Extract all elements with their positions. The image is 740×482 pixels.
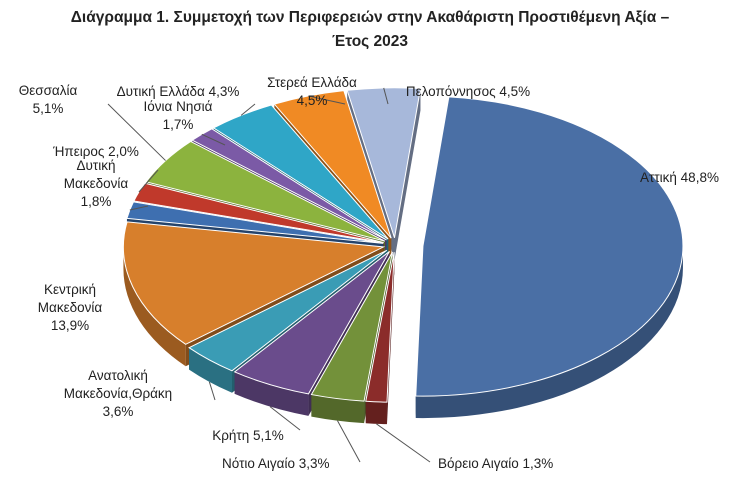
slice-label-6: Δυτική Μακεδονία 1,8% — [64, 158, 129, 209]
slice-label-3: Κρήτη 5,1% — [212, 428, 284, 443]
pie-slice-top — [233, 251, 390, 395]
leader-line-12 — [383, 87, 389, 105]
slice-label-line: Μακεδονία — [38, 300, 103, 315]
pie-slice-1 — [365, 252, 395, 425]
slice-label-10: Δυτική Ελλάδα 4,3% — [117, 84, 240, 99]
slice-label-line: 1,8% — [81, 194, 112, 209]
pie-slice-top — [122, 221, 386, 345]
chart-title: Διάγραμμα 1. Συμμετοχή των Περιφερειών σ… — [0, 6, 740, 54]
chart-title-line-1: Διάγραμμα 1. Συμμετοχή των Περιφερειών σ… — [70, 9, 670, 26]
slice-label-line: Αττική 48,8% — [640, 170, 719, 185]
slice-label-line: Δυτική Ελλάδα 4,3% — [117, 84, 240, 99]
pie-slice-top — [346, 87, 422, 238]
slice-label-11: Στερεά Ελλάδα 4,5% — [267, 75, 357, 108]
leader-line-2 — [337, 420, 361, 463]
leader-line-7 — [138, 169, 159, 193]
slice-label-4: Ανατολική Μακεδονία,Θράκη 3,6% — [64, 368, 172, 419]
slice-label-9: Ιόνια Νησιά 1,7% — [144, 99, 213, 132]
pie-slice-top — [310, 251, 393, 402]
pie-slice-side — [234, 371, 309, 416]
chart-title-line-2: Έτος 2023 — [331, 33, 409, 50]
slice-label-line: Στερεά Ελλάδα — [267, 75, 357, 90]
slice-label-line: Ιόνια Νησιά — [144, 99, 213, 114]
pie-slices — [122, 87, 684, 425]
slice-label-line: Νότιο Αιγαίο 3,3% — [222, 456, 330, 471]
slice-label-line: 3,6% — [103, 404, 134, 419]
slice-label-line: 4,5% — [297, 93, 328, 108]
leader-line-6 — [129, 205, 149, 211]
slice-label-line: Πελοπόννησος 4,5% — [406, 84, 530, 99]
pie-slice-cut — [394, 88, 421, 260]
slice-label-line: 1,7% — [163, 117, 194, 132]
pie-slice-side — [365, 401, 387, 425]
pie-slice-side — [311, 394, 365, 424]
pie-slice-side — [415, 246, 683, 419]
pie-slice-top — [415, 96, 684, 397]
slice-label-line: Βόρειο Αιγαίο 1,3% — [438, 456, 553, 471]
leader-line-8 — [107, 103, 166, 161]
pie-slice-top — [145, 140, 386, 242]
leader-lines — [107, 87, 431, 463]
slice-label-2: Νότιο Αιγαίο 3,3% — [222, 456, 330, 471]
slice-label-0: Αττική 48,8% — [640, 170, 719, 185]
leader-line-1 — [376, 423, 431, 463]
slice-labels: Αττική 48,8% Βόρειο Αιγαίο 1,3% Νότιο Αιγα… — [19, 75, 719, 471]
slice-label-line: 5,1% — [33, 101, 64, 116]
leader-line-9 — [201, 133, 226, 146]
slice-label-line: Μακεδονία — [64, 176, 129, 191]
pie-slice-side — [189, 347, 233, 393]
slice-label-line: Κεντρική — [44, 282, 96, 297]
pie-slice-top — [191, 128, 387, 241]
pie-slice-side — [123, 246, 186, 367]
leader-line-11 — [308, 95, 346, 105]
slice-label-5: Κεντρική Μακεδονία 13,9% — [38, 282, 103, 333]
slice-label-line: 13,9% — [51, 318, 89, 333]
slice-label-1: Βόρειο Αιγαίο 1,3% — [438, 456, 553, 471]
leader-line-10 — [240, 103, 256, 116]
slice-label-line: Κρήτη 5,1% — [212, 428, 284, 443]
pie-slice-top — [188, 249, 388, 372]
slice-label-line: Ήπειρος 2,0% — [52, 144, 139, 159]
slice-label-12: Πελοπόννησος 4,5% — [406, 84, 530, 99]
slice-label-8: Θεσσαλία 5,1% — [19, 83, 78, 116]
pie-slice-0 — [415, 96, 684, 419]
slice-label-line: Θεσσαλία — [19, 83, 78, 98]
slice-label-line: Ανατολική — [88, 368, 148, 383]
slice-label-7: Ήπειρος 2,0% — [52, 144, 139, 159]
slice-label-line: Μακεδονία,Θράκη — [64, 386, 172, 401]
pie-slice-top — [365, 252, 395, 403]
pie-slice-top — [126, 201, 384, 244]
leader-line-4 — [208, 381, 216, 401]
leader-line-3 — [269, 406, 301, 431]
slice-label-line: Δυτική — [77, 158, 116, 173]
